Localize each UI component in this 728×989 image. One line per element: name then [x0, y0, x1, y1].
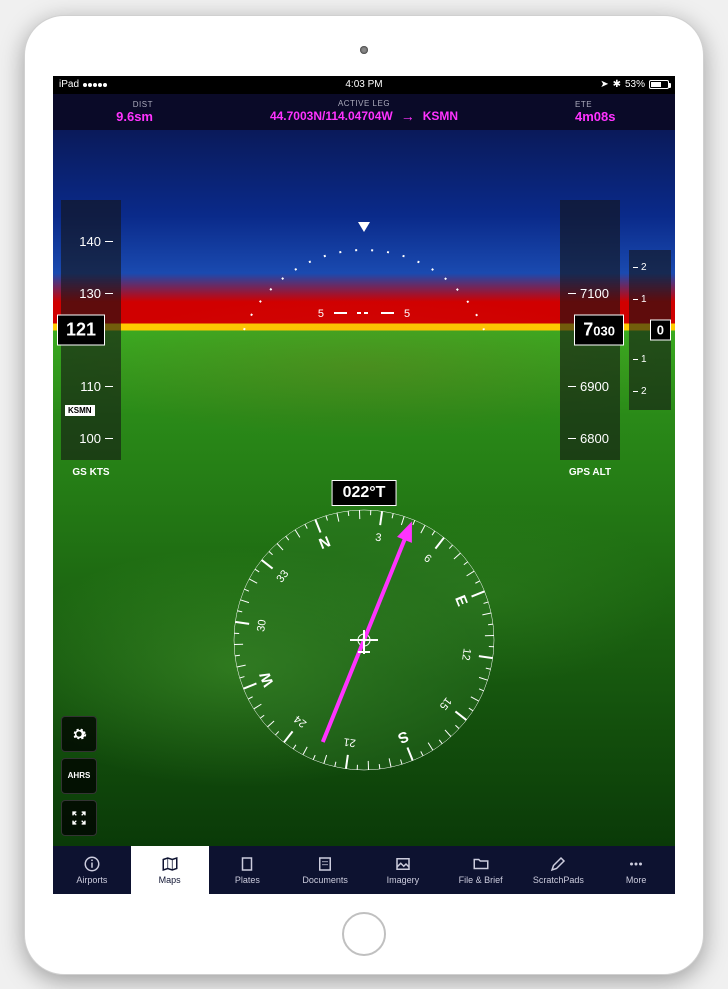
folder-icon: [471, 855, 491, 873]
pitch-arc: 5 5: [214, 220, 514, 370]
wifi-icon: [83, 83, 107, 87]
vsi-tick: 1: [641, 294, 647, 305]
ahrs-button[interactable]: AHRS: [61, 758, 97, 794]
vsi-tape: 2 1 1 2 0: [629, 250, 671, 410]
map-icon: [160, 855, 180, 873]
airspeed-tape: 140 130 110 100 121 GS KTS: [61, 200, 121, 460]
airspeed-readout: 121: [57, 314, 105, 345]
position-value: 44.7003N/114.04704W: [270, 109, 393, 123]
tab-label: Maps: [159, 875, 181, 885]
pencil-icon: [548, 855, 568, 873]
tab-label: Airports: [76, 875, 107, 885]
status-device: iPad: [59, 79, 79, 90]
ahrs-label: AHRS: [68, 771, 91, 780]
altitude-readout: 7030: [574, 314, 624, 345]
home-button[interactable]: [342, 912, 386, 956]
pfd-view[interactable]: 5 5 140 130 110 100 121 GS KTS KSMN 7100…: [53, 130, 675, 846]
svg-text:21: 21: [343, 735, 357, 749]
destination-value: KSMN: [423, 109, 458, 123]
airspeed-tick: 110: [80, 379, 101, 394]
svg-text:12: 12: [459, 647, 473, 661]
airspeed-tick: 100: [79, 431, 101, 446]
tab-label: Imagery: [387, 875, 420, 885]
altitude-tape: 7100 6900 6800 7030 GPS ALT: [560, 200, 620, 460]
bluetooth-icon: ✱: [613, 79, 621, 90]
tab-label: File & Brief: [459, 875, 503, 885]
flight-header: DIST 9.6sm ACTIVE LEG 44.7003N/114.04704…: [53, 94, 675, 130]
airspeed-tick: 140: [79, 234, 101, 249]
i-in-circle-icon: [82, 855, 102, 873]
altitude-units: GPS ALT: [560, 467, 620, 478]
settings-button[interactable]: [61, 716, 97, 752]
tab-bar: Airports Maps Plates Documents Imagery F…: [53, 846, 675, 894]
dist-label: DIST: [133, 100, 153, 109]
imagery-icon: [393, 855, 413, 873]
side-controls: AHRS: [61, 716, 97, 836]
pitch-left-5: 5: [318, 308, 324, 320]
tab-file-brief[interactable]: File & Brief: [442, 846, 520, 894]
waypoint-tag: KSMN: [65, 405, 95, 416]
ipad-frame: iPad 4:03 PM ➤ ✱ 53% DIST 9.6sm AC: [24, 15, 704, 975]
screen: iPad 4:03 PM ➤ ✱ 53% DIST 9.6sm AC: [53, 76, 675, 894]
arrow-right-icon: →: [401, 108, 415, 124]
status-bar: iPad 4:03 PM ➤ ✱ 53%: [53, 76, 675, 94]
altitude-tick: 7100: [580, 286, 609, 301]
vsi-tick: 2: [641, 386, 647, 397]
tab-more[interactable]: More: [597, 846, 675, 894]
ete-value: 4m08s: [575, 109, 615, 124]
vsi-tick: 2: [641, 262, 647, 273]
battery-pct: 53%: [625, 79, 645, 90]
tab-label: ScratchPads: [533, 875, 584, 885]
pitch-right-5: 5: [404, 308, 410, 320]
status-time: 4:03 PM: [345, 79, 382, 90]
gear-icon: [71, 726, 87, 742]
altitude-tick: 6800: [580, 431, 609, 446]
tab-airports[interactable]: Airports: [53, 846, 131, 894]
tab-scratchpads[interactable]: ScratchPads: [520, 846, 598, 894]
vsi-tick: 1: [641, 354, 647, 365]
ete-label: ETE: [575, 100, 592, 109]
tab-imagery[interactable]: Imagery: [364, 846, 442, 894]
tab-label: More: [626, 875, 647, 885]
heading-readout: 022°T: [332, 480, 397, 506]
active-leg-label: ACTIVE LEG: [338, 99, 390, 108]
document-icon: [315, 855, 335, 873]
arrows-in-icon: [71, 810, 87, 826]
tab-maps[interactable]: Maps: [131, 846, 209, 894]
airspeed-units: GS KTS: [61, 467, 121, 478]
airspeed-tick: 130: [79, 286, 101, 301]
collapse-button[interactable]: [61, 800, 97, 836]
hsi-compass[interactable]: 022°T N36E1215S2124W3033: [214, 490, 514, 790]
altitude-tick: 6900: [580, 379, 609, 394]
tab-documents[interactable]: Documents: [286, 846, 364, 894]
tab-plates[interactable]: Plates: [209, 846, 287, 894]
tab-label: Plates: [235, 875, 260, 885]
dots-icon: [626, 855, 646, 873]
tab-label: Documents: [302, 875, 348, 885]
dist-value: 9.6sm: [116, 109, 153, 124]
ipad-camera: [360, 46, 368, 54]
battery-icon: [649, 80, 669, 89]
location-icon: ➤: [600, 79, 608, 90]
svg-text:30: 30: [255, 618, 269, 632]
rectangle-icon: [237, 855, 257, 873]
vsi-readout: 0: [650, 319, 671, 340]
